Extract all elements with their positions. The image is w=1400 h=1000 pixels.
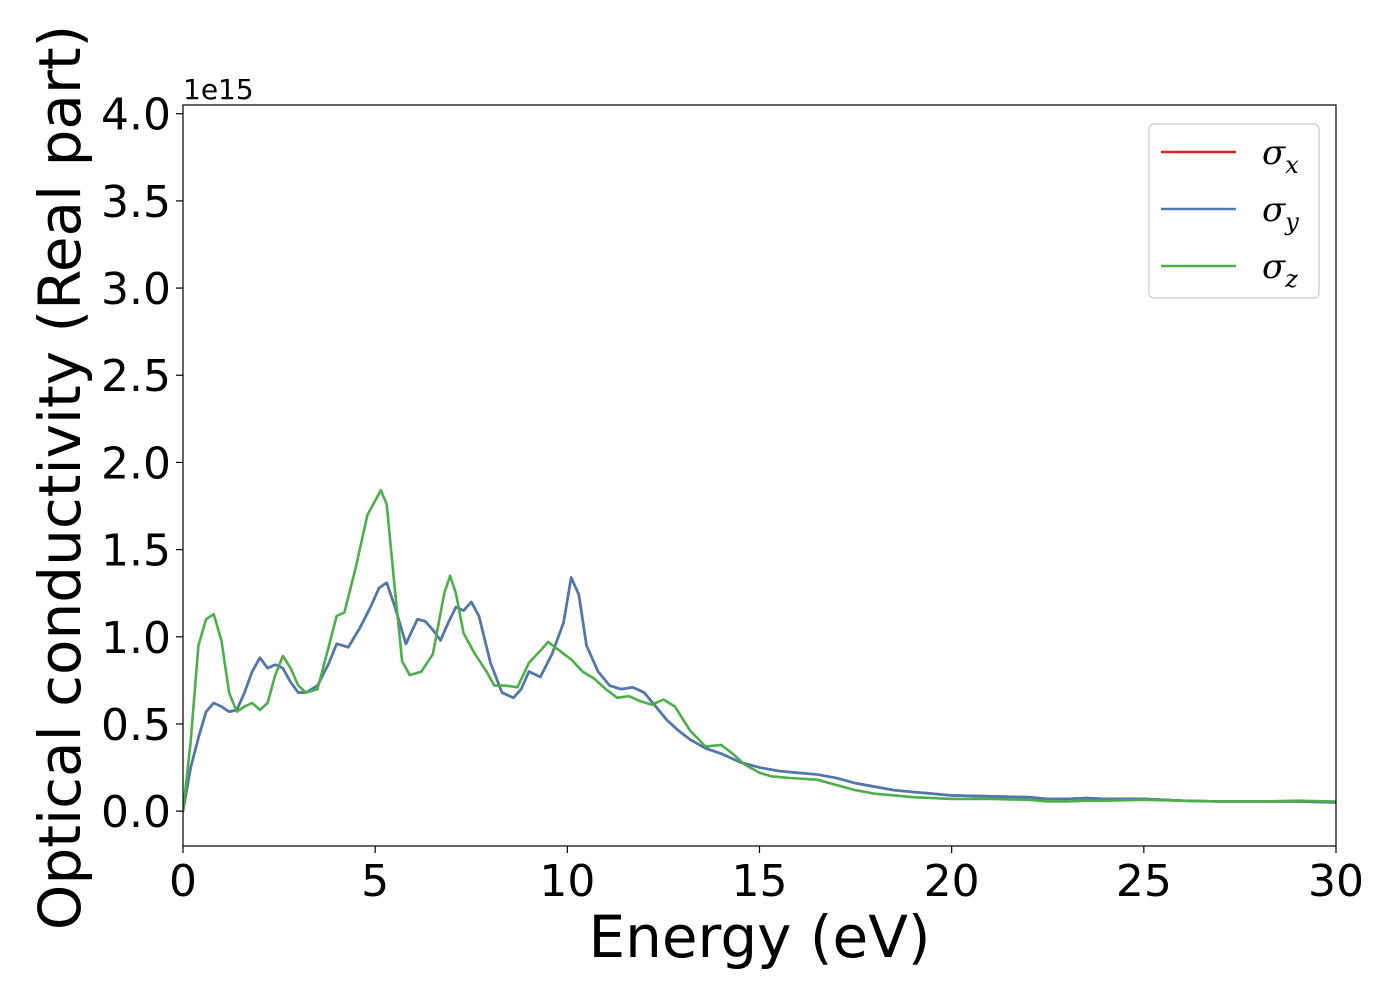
y-axis-title: Optical conductivity (Real part) xyxy=(26,25,94,930)
y-tick-label: 3.5 xyxy=(101,177,171,228)
x-tick-label: 20 xyxy=(924,856,980,907)
y-axis-offset-label: 1e15 xyxy=(183,73,254,106)
plot-lines xyxy=(183,489,1336,813)
x-tick-label: 15 xyxy=(732,856,788,907)
x-axis-ticks: 0 5 10 15 20 25 30 xyxy=(169,846,1364,907)
series-line-x xyxy=(183,576,1336,813)
y-tick-label: 1.5 xyxy=(101,526,171,577)
legend-label-base: σ xyxy=(1262,190,1286,230)
legend-label-x: σx xyxy=(1262,133,1299,179)
legend-label-subscript: z xyxy=(1284,265,1298,293)
y-tick-label: 3.0 xyxy=(101,264,171,315)
legend-label-base: σ xyxy=(1262,247,1286,287)
x-axis-title: Energy (eV) xyxy=(588,903,930,971)
legend-label-subscript: y xyxy=(1284,208,1299,236)
y-tick-label: 4.0 xyxy=(101,90,171,141)
x-tick-label: 5 xyxy=(361,856,389,907)
legend-label-z: σz xyxy=(1262,247,1298,293)
series-line-z xyxy=(183,489,1336,813)
legend-label-y: σy xyxy=(1262,190,1299,236)
legend-box xyxy=(1148,123,1320,299)
legend-label-subscript: x xyxy=(1285,151,1299,179)
x-tick-label: 30 xyxy=(1308,856,1364,907)
y-tick-label: 2.5 xyxy=(101,351,171,402)
x-tick-label: 10 xyxy=(539,856,595,907)
y-axis-ticks: 0.0 0.5 1.0 1.5 2.0 2.5 3.0 3.5 4.0 xyxy=(101,90,183,838)
legend-label-base: σ xyxy=(1262,133,1286,173)
y-tick-label: 0.5 xyxy=(101,700,171,751)
x-tick-label: 0 xyxy=(169,856,197,907)
x-tick-label: 25 xyxy=(1116,856,1172,907)
series-line-y xyxy=(183,576,1336,813)
y-tick-label: 0.0 xyxy=(101,787,171,838)
y-tick-label: 2.0 xyxy=(101,438,171,489)
y-tick-label: 1.0 xyxy=(101,613,171,664)
